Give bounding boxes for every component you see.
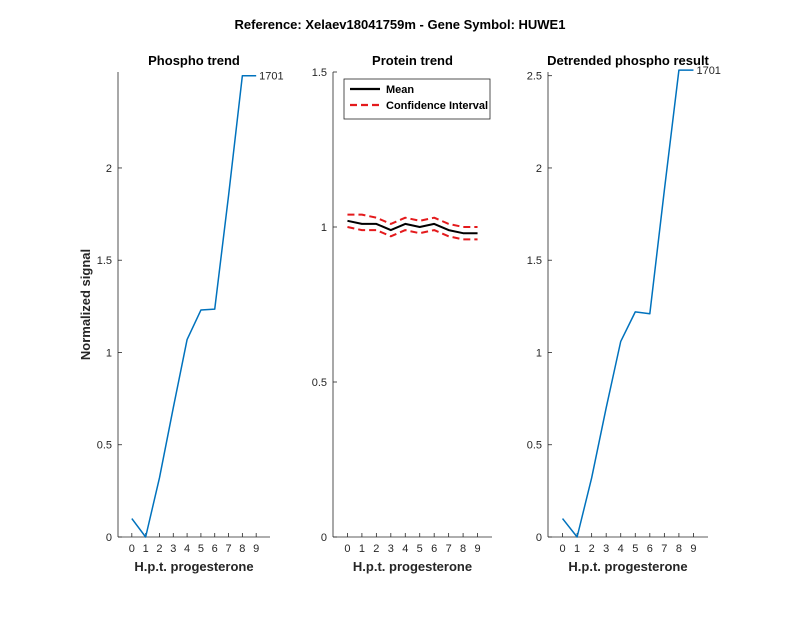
y-tick-label: 0 <box>536 532 542 544</box>
x-tick-label: 5 <box>632 543 638 555</box>
x-tick-label: 6 <box>212 543 218 555</box>
x-tick-label: 7 <box>446 543 452 555</box>
series-line-1 <box>347 219 478 235</box>
x-tick-label: 2 <box>156 543 162 555</box>
y-tick-label: 1.5 <box>527 255 542 267</box>
series-line-1 <box>561 69 694 538</box>
y-tick-label: 1 <box>106 347 112 359</box>
y-tick-label: 2.5 <box>527 71 542 83</box>
y-tick-label: 2 <box>536 163 542 175</box>
x-tick-label: 3 <box>388 543 394 555</box>
x-tick-label: 1 <box>574 543 580 555</box>
figure-title: Reference: Xelaev18041759m - Gene Symbol… <box>235 17 566 32</box>
x-tick-label: 4 <box>402 543 408 555</box>
y-tick-label: 0.5 <box>97 440 112 452</box>
x-tick-label: 4 <box>184 543 190 555</box>
y-tick-label: 0.5 <box>527 440 542 452</box>
chart-title: Protein trend <box>372 53 453 68</box>
x-tick-label: 7 <box>225 543 231 555</box>
x-tick-label: 0 <box>344 543 350 555</box>
x-tick-label: 9 <box>474 543 480 555</box>
chart-title: Phospho trend <box>148 53 240 68</box>
x-tick-label: 3 <box>603 543 609 555</box>
x-tick-label: 4 <box>618 543 624 555</box>
y-tick-label: 0 <box>106 532 112 544</box>
x-tick-label: 6 <box>431 543 437 555</box>
series-line-2 <box>347 213 478 228</box>
y-tick-label: 1 <box>321 222 327 234</box>
x-axis-label: H.p.t. progesterone <box>134 559 253 574</box>
x-axis-label: H.p.t. progesterone <box>568 559 687 574</box>
x-tick-label: 8 <box>239 543 245 555</box>
x-tick-label: 1 <box>143 543 149 555</box>
point-annotation: 1701 <box>696 65 720 77</box>
y-tick-label: 1.5 <box>312 67 327 79</box>
x-tick-label: 2 <box>589 543 595 555</box>
x-tick-label: 1 <box>359 543 365 555</box>
y-tick-label: 1.5 <box>97 255 112 267</box>
series-line-1 <box>131 74 257 538</box>
y-axis-label: Normalized signal <box>78 249 93 360</box>
chart-title: Detrended phospho result <box>547 53 709 68</box>
x-tick-label: 8 <box>676 543 682 555</box>
y-tick-label: 1 <box>536 347 542 359</box>
legend-box <box>343 78 491 120</box>
x-tick-label: 9 <box>690 543 696 555</box>
series-line-3 <box>347 226 478 241</box>
x-tick-label: 3 <box>170 543 176 555</box>
legend-label: Mean <box>386 84 414 96</box>
x-tick-label: 0 <box>559 543 565 555</box>
x-axis-label: H.p.t. progesterone <box>353 559 472 574</box>
y-tick-label: 0.5 <box>312 377 327 389</box>
x-tick-label: 8 <box>460 543 466 555</box>
point-annotation: 1701 <box>259 71 283 83</box>
y-tick-label: 0 <box>321 532 327 544</box>
x-tick-label: 5 <box>198 543 204 555</box>
x-tick-label: 7 <box>661 543 667 555</box>
x-tick-label: 6 <box>647 543 653 555</box>
x-tick-label: 0 <box>129 543 135 555</box>
y-tick-label: 2 <box>106 163 112 175</box>
x-tick-label: 2 <box>373 543 379 555</box>
x-tick-label: 9 <box>253 543 259 555</box>
legend-label: Confidence Interval <box>386 100 488 112</box>
x-tick-label: 5 <box>417 543 423 555</box>
